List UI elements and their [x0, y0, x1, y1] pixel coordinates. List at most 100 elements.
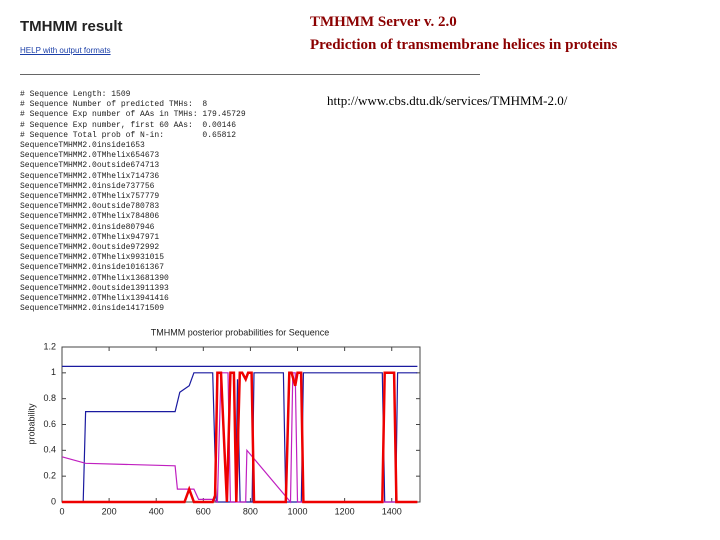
- seq-name: Sequence: [20, 283, 59, 293]
- method: TMHMM2.0: [58, 181, 97, 191]
- method: TMHMM2.0: [58, 151, 97, 161]
- method: TMHMM2.0: [58, 141, 97, 151]
- method: TMHMM2.0: [58, 263, 97, 273]
- chart-title: TMHMM posterior probabilities for Sequen…: [151, 327, 330, 337]
- method: TMHMM2.0: [58, 232, 97, 242]
- end: 1509: [144, 304, 165, 314]
- region-type: outside: [96, 283, 131, 293]
- y-tick-label: 0.8: [43, 393, 56, 403]
- start: 674: [130, 161, 145, 171]
- end: 946: [140, 222, 155, 232]
- end: 971: [144, 232, 160, 242]
- seq-name: Sequence: [20, 151, 59, 161]
- start: 1368: [130, 273, 150, 283]
- result-row: SequenceTMHMM2.0inside10161367: [20, 263, 246, 273]
- start: 737: [125, 181, 141, 191]
- region-type: inside: [96, 263, 126, 273]
- plot-frame: [61, 346, 421, 503]
- region-type: outside: [96, 202, 131, 212]
- start: 780: [130, 202, 145, 212]
- method: TMHMM2.0: [58, 283, 97, 293]
- seq-name: Sequence: [20, 253, 59, 263]
- result-row: SequenceTMHMM2.0TMhelix13681390: [20, 274, 246, 284]
- x-tick-label: 0: [59, 506, 64, 516]
- region-type: TMhelix: [96, 171, 131, 181]
- start: 1391: [130, 283, 150, 293]
- server-title: TMHMM Server v. 2.0: [310, 14, 457, 30]
- seq-name: Sequence: [20, 181, 59, 191]
- seq-name: Sequence: [20, 141, 59, 151]
- method: TMHMM2.0: [58, 161, 97, 171]
- seq-name: Sequence: [20, 212, 59, 222]
- end: 1367: [144, 263, 165, 273]
- start: 654: [130, 151, 145, 161]
- region-type: inside: [96, 304, 126, 314]
- start: 757: [130, 192, 145, 202]
- end: 736: [144, 171, 160, 181]
- region-type: inside: [96, 141, 126, 151]
- end: 653: [130, 141, 145, 151]
- start: 1016: [125, 263, 145, 273]
- method: TMHMM2.0: [58, 171, 97, 181]
- end: 783: [144, 202, 160, 212]
- start: 1394: [130, 294, 150, 304]
- comment-line: # Sequence Number of predicted TMHs: 8: [20, 100, 208, 110]
- seq-name: Sequence: [20, 294, 59, 304]
- result-row: SequenceTMHMM2.0inside14171509: [20, 304, 246, 314]
- help-link[interactable]: HELP with output formats: [20, 46, 111, 55]
- start: 784: [130, 212, 145, 222]
- probability-line: [62, 371, 418, 504]
- end: 1416: [149, 294, 169, 304]
- result-row: SequenceTMHMM2.0TMhelix714736: [20, 172, 246, 182]
- result-row: SequenceTMHMM2.0outside780783: [20, 202, 246, 212]
- method: TMHMM2.0: [58, 243, 97, 253]
- result-row: SequenceTMHMM2.0outside674713: [20, 161, 246, 171]
- result-output: # Sequence Length: 1509 # Sequence Number…: [20, 90, 246, 314]
- region-type: TMhelix: [96, 151, 131, 161]
- y-axis-label: probability: [26, 403, 36, 445]
- seq-name: Sequence: [20, 232, 59, 242]
- seq-name: Sequence: [20, 222, 59, 232]
- region-type: TMhelix: [96, 232, 131, 242]
- seq-name: Sequence: [20, 304, 59, 314]
- start: 807: [125, 222, 141, 232]
- y-tick-label: 0.2: [43, 471, 56, 481]
- end: 756: [140, 181, 155, 191]
- end: 779: [144, 192, 160, 202]
- result-row: SequenceTMHMM2.0outside13911393: [20, 284, 246, 294]
- seq-name: Sequence: [20, 263, 59, 273]
- start: 947: [130, 232, 145, 242]
- y-tick-label: 0.4: [43, 445, 56, 455]
- x-tick-label: 1400: [382, 506, 402, 516]
- region-type: outside: [96, 243, 131, 253]
- result-row: SequenceTMHMM2.0TMhelix9931015: [20, 253, 246, 263]
- start: 993: [130, 253, 145, 263]
- server-url: http://www.cbs.dtu.dk/services/TMHMM-2.0…: [327, 93, 568, 108]
- seq-name: Sequence: [20, 192, 59, 202]
- seq-name: Sequence: [20, 243, 59, 253]
- region-type: TMhelix: [96, 294, 131, 304]
- region-type: TMhelix: [96, 192, 131, 202]
- result-row: SequenceTMHMM2.0inside737756: [20, 182, 246, 192]
- result-row: SequenceTMHMM2.0TMhelix13941416: [20, 294, 246, 304]
- region-type: TMhelix: [96, 253, 131, 263]
- end: 1393: [149, 283, 169, 293]
- probability-line: [61, 372, 418, 504]
- comment-line: # Sequence Total prob of N-in: 0.65812: [20, 130, 237, 140]
- seq-name: Sequence: [20, 202, 59, 212]
- y-tick-label: 1.2: [43, 341, 56, 351]
- x-tick-label: 1200: [335, 506, 355, 516]
- method: TMHMM2.0: [58, 202, 97, 212]
- x-tick-label: 1000: [288, 506, 308, 516]
- region-type: outside: [96, 161, 131, 171]
- method: TMHMM2.0: [58, 294, 97, 304]
- start: 972: [130, 243, 145, 253]
- result-title: TMHMM result: [20, 18, 123, 35]
- start: 1417: [125, 304, 145, 314]
- end: 1015: [144, 253, 165, 263]
- result-row: SequenceTMHMM2.0TMhelix757779: [20, 192, 246, 202]
- region-type: inside: [96, 181, 126, 191]
- region-type: inside: [96, 222, 126, 232]
- y-tick-label: 0: [51, 496, 56, 506]
